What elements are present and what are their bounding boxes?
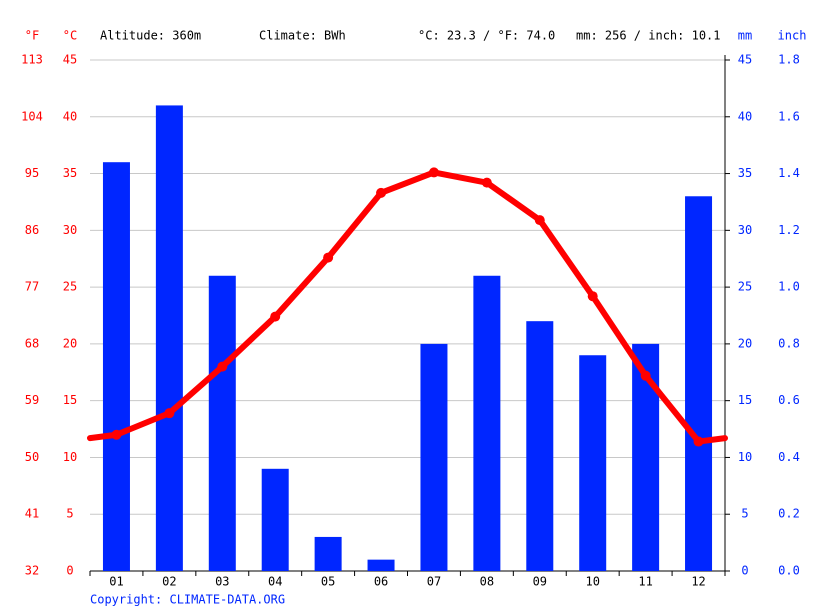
y-tick-label: 45 (63, 53, 77, 67)
y-tick-label: 5 (66, 507, 73, 521)
line-point (376, 187, 387, 198)
temperature-line (115, 169, 701, 444)
y-f-tick-label: 104 (21, 109, 43, 123)
bar (155, 105, 183, 571)
y2-tick-label: 15 (738, 393, 752, 407)
y-tick-label: 40 (63, 109, 77, 123)
y2-inch-tick-label: 1.2 (778, 223, 800, 237)
climate: Climate: BWh (259, 29, 346, 43)
f-unit-label: °F (25, 29, 39, 43)
y2-inch-tick-label: 0.6 (778, 393, 800, 407)
y-f-tick-label: 68 (25, 336, 39, 350)
line-point (111, 429, 122, 440)
line-point (164, 408, 175, 419)
x-tick-label: 06 (374, 575, 388, 589)
temperature-summary: °C: 23.3 / °F: 74.0 (418, 29, 555, 43)
bar (579, 355, 607, 571)
y2-tick-label: 5 (741, 507, 748, 521)
x-tick-label: 07 (427, 575, 441, 589)
x-tick-label: 02 (162, 575, 176, 589)
x-tick-label: 04 (268, 575, 282, 589)
bar (632, 343, 660, 571)
bar (367, 559, 395, 571)
y2-tick-label: 20 (738, 336, 752, 350)
bar (685, 196, 713, 571)
y-f-tick-label: 95 (25, 166, 39, 180)
y-tick-label: 0 (66, 564, 73, 578)
line-point (693, 436, 704, 447)
bar (420, 343, 448, 571)
y2-inch-tick-label: 1.8 (778, 53, 800, 67)
y2-tick-label: 0 (741, 564, 748, 578)
y-tick-label: 25 (63, 280, 77, 294)
line-point (323, 252, 334, 263)
line-point (270, 311, 281, 322)
bar (208, 275, 236, 571)
y-tick-label: 35 (63, 166, 77, 180)
x-tick-label: 10 (585, 575, 599, 589)
inch-unit-label: inch (778, 29, 807, 43)
line-point (217, 361, 228, 372)
y-f-tick-label: 113 (21, 53, 43, 67)
precipitation-summary: mm: 256 / inch: 10.1 (576, 29, 721, 43)
x-tick-label: 12 (691, 575, 705, 589)
line-point (640, 370, 651, 381)
c-unit-label: °C (63, 29, 77, 43)
y-tick-label: 30 (63, 223, 77, 237)
y-f-tick-label: 32 (25, 564, 39, 578)
y2-inch-tick-label: 1.0 (778, 280, 800, 294)
x-tick-label: 11 (638, 575, 652, 589)
y2-tick-label: 40 (738, 109, 752, 123)
copyright: Copyright: CLIMATE-DATA.ORG (90, 593, 285, 607)
y2-tick-label: 25 (738, 280, 752, 294)
y2-tick-label: 10 (738, 450, 752, 464)
bar (261, 468, 289, 571)
mm-unit-label: mm (738, 29, 752, 43)
altitude: Altitude: 360m (100, 29, 201, 43)
line-point (534, 215, 545, 226)
y2-tick-label: 45 (738, 53, 752, 67)
x-tick-label: 09 (533, 575, 547, 589)
line-point (481, 177, 492, 188)
x-tick-label: 03 (215, 575, 229, 589)
line-point (587, 291, 598, 302)
x-tick-label: 08 (480, 575, 494, 589)
y2-tick-label: 35 (738, 166, 752, 180)
y2-inch-tick-label: 0.4 (778, 450, 800, 464)
y-f-tick-label: 41 (25, 507, 39, 521)
y-tick-label: 15 (63, 393, 77, 407)
line-point (428, 167, 439, 178)
y-f-tick-label: 86 (25, 223, 39, 237)
bar (526, 321, 554, 571)
y2-tick-label: 30 (738, 223, 752, 237)
y2-inch-tick-label: 1.4 (778, 166, 800, 180)
y-f-tick-label: 77 (25, 280, 39, 294)
y-tick-label: 20 (63, 336, 77, 350)
bar (314, 536, 342, 571)
bar (473, 275, 501, 571)
x-tick-label: 01 (109, 575, 123, 589)
bar (102, 162, 130, 571)
y2-inch-tick-label: 0.2 (778, 507, 800, 521)
x-tick-label: 05 (321, 575, 335, 589)
y2-inch-tick-label: 1.6 (778, 109, 800, 123)
y2-inch-tick-label: 0.0 (778, 564, 800, 578)
y-f-tick-label: 50 (25, 450, 39, 464)
y-tick-label: 10 (63, 450, 77, 464)
y2-inch-tick-label: 0.8 (778, 336, 800, 350)
y-f-tick-label: 59 (25, 393, 39, 407)
